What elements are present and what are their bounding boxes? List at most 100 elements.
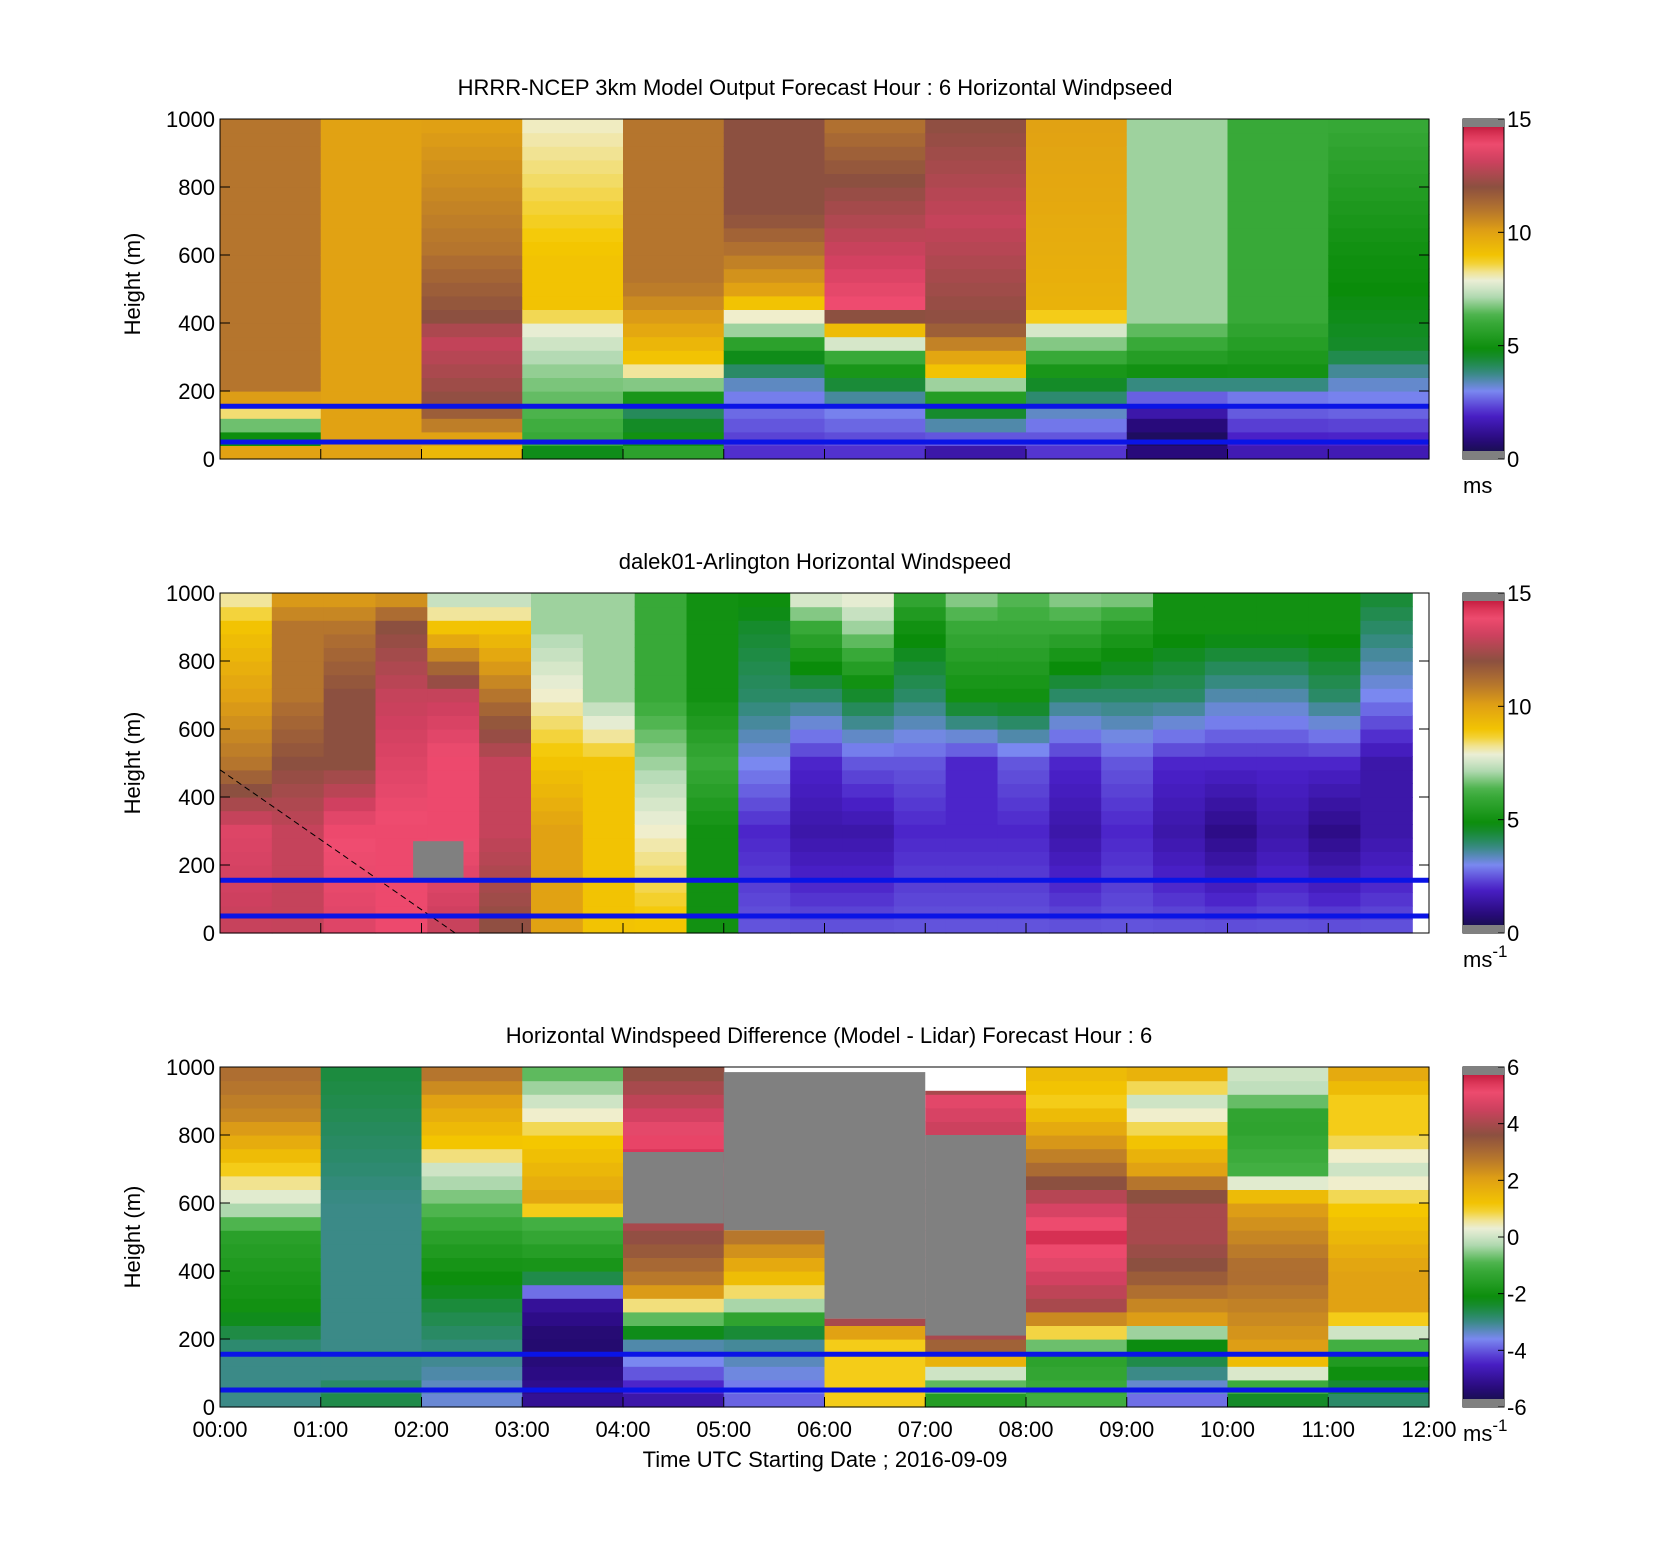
heatmap-cell (375, 620, 428, 635)
heatmap-cell (1227, 159, 1329, 174)
heatmap-cell (738, 688, 791, 703)
heatmap-cell (1026, 1311, 1128, 1326)
heatmap-cell (220, 797, 273, 812)
heatmap-cell (723, 445, 826, 460)
heatmap-cell (925, 227, 1027, 242)
heatmap-cell (738, 919, 791, 934)
heatmap-cell (686, 892, 739, 907)
heatmap-cell (893, 701, 947, 716)
heatmap-cell (1204, 729, 1258, 744)
heatmap-cell (790, 701, 843, 716)
heatmap-cell (323, 865, 377, 880)
heatmap-cell (531, 797, 584, 812)
heatmap-cell (522, 241, 624, 256)
heatmap-cell (220, 309, 322, 324)
heatmap-cell (686, 701, 739, 716)
heatmap-cell (824, 1393, 926, 1408)
heatmap-cell (320, 1080, 423, 1095)
heatmap-cell (522, 1107, 624, 1122)
heatmap-cell (479, 742, 532, 757)
heatmap-cell (824, 1366, 926, 1381)
heatmap-cell (1328, 1257, 1430, 1272)
heatmap-cell (220, 688, 273, 703)
heatmap-cell (824, 227, 926, 242)
heatmap-cell (945, 647, 999, 662)
heatmap-cell (1256, 865, 1310, 880)
heatmap-cell (723, 309, 826, 324)
heatmap-cell (1328, 1135, 1430, 1150)
heatmap-cell (323, 783, 377, 798)
heatmap-cell (421, 1366, 523, 1381)
heatmap-cell (1256, 783, 1310, 798)
heatmap-cell (220, 756, 273, 771)
heatmap-cell (1126, 1230, 1229, 1245)
heatmap-cell (522, 418, 624, 433)
heatmap-cell (1227, 377, 1329, 392)
colorbar-tick-label: 15 (1507, 581, 1531, 606)
heatmap-cell (738, 851, 791, 866)
heatmap-cell (893, 742, 947, 757)
heatmap-cell (634, 742, 688, 757)
heatmap-cell (1026, 214, 1128, 229)
heatmap-cell (925, 119, 1027, 134)
heatmap-cell (1227, 1284, 1329, 1299)
colorbar-end-cap (1463, 451, 1504, 459)
heatmap-cell (479, 851, 532, 866)
heatmap-cell (1204, 810, 1258, 825)
heatmap-cell (634, 892, 688, 907)
heatmap-cell (893, 919, 947, 934)
heatmap-cell (824, 391, 926, 406)
heatmap-cell (1227, 1339, 1329, 1354)
heatmap-cell (997, 674, 1050, 689)
missing-data-patch (413, 841, 464, 879)
heatmap-cell (893, 633, 947, 648)
heatmap-cell (723, 350, 826, 365)
heatmap-cell (1308, 633, 1361, 648)
heatmap-cell (271, 919, 325, 934)
heatmap-cell (220, 1311, 322, 1326)
heatmap-cell (1026, 200, 1128, 215)
heatmap-cell (1308, 756, 1361, 771)
heatmap-cell (1126, 146, 1229, 161)
heatmap-cell (421, 1121, 523, 1136)
heatmap-cell (1328, 214, 1430, 229)
heatmap-cell (220, 146, 322, 161)
heatmap-cell (220, 1175, 322, 1190)
heatmap-cell (925, 132, 1027, 147)
heatmap-cell (220, 674, 273, 689)
heatmap-cell (220, 1067, 322, 1082)
heatmap-cell (1153, 701, 1206, 716)
heatmap-cell (945, 674, 999, 689)
y-tick-label: 0 (203, 1395, 215, 1420)
heatmap-cell (421, 1393, 523, 1408)
colorbar-tick-label: 6 (1507, 1055, 1519, 1080)
heatmap-cell (427, 647, 480, 662)
heatmap-cell (1328, 1203, 1430, 1218)
heatmap-cell (522, 268, 624, 283)
heatmap-cell (842, 783, 895, 798)
heatmap-cell (1227, 227, 1329, 242)
heatmap-cell (1026, 1243, 1128, 1258)
heatmap-cell (686, 851, 739, 866)
heatmap-cell (1360, 674, 1413, 689)
heatmap-cell (623, 1311, 725, 1326)
heatmap-cell (790, 674, 843, 689)
heatmap-cell (479, 837, 532, 852)
heatmap-cell (1049, 810, 1102, 825)
heatmap-cell (945, 742, 999, 757)
heatmap-cell (1126, 119, 1229, 134)
heatmap-cell (1204, 837, 1258, 852)
heatmap-cell (427, 701, 480, 716)
heatmap-cell (1328, 1298, 1430, 1313)
heatmap-cell (427, 606, 480, 621)
heatmap-cell (320, 445, 423, 460)
heatmap-cell (323, 620, 377, 635)
heatmap-cell (531, 606, 584, 621)
heatmap-cell (375, 824, 428, 839)
heatmap-cell (925, 241, 1027, 256)
heatmap-cell (1227, 336, 1329, 351)
y-tick-label: 800 (178, 1123, 215, 1148)
heatmap-cell (323, 593, 377, 608)
colorbar-unit-exponent: -1 (1492, 1416, 1507, 1435)
